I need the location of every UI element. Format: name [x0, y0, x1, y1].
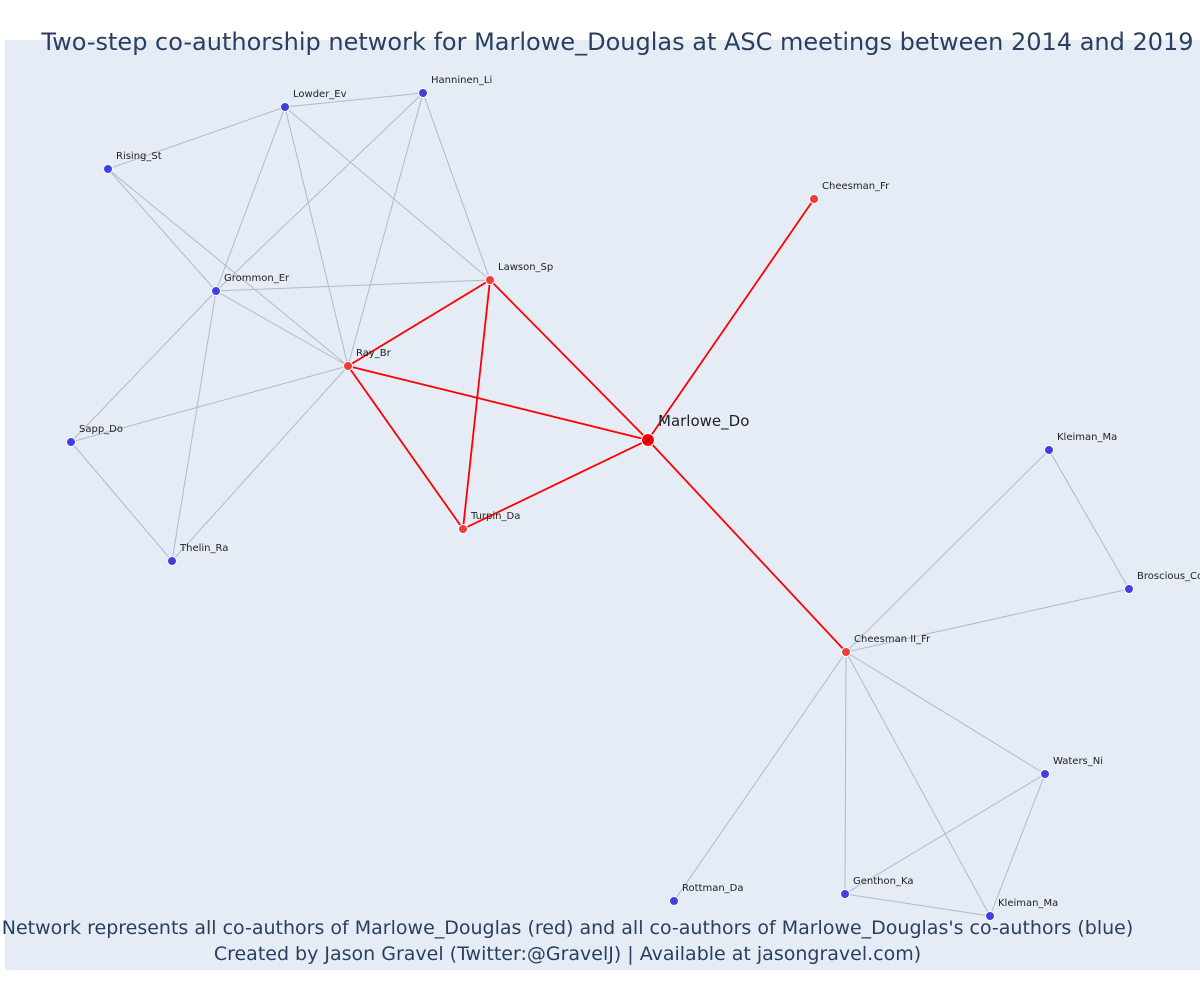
node-layer: [66, 88, 1134, 921]
edge-lowder-lawson: [284, 106, 491, 281]
edge-cheesman_ii-kleiman_top: [845, 449, 1050, 653]
node-label-cheesman_fr: Cheesman_Fr: [822, 181, 890, 192]
edge-kleiman_top-broscious: [1048, 449, 1130, 590]
node-label-genthon: Genthon_Ka: [853, 876, 913, 887]
edge-marlowe-ray: [347, 365, 649, 441]
edge-rising-grommon: [107, 168, 217, 292]
edge-lowder-ray: [284, 106, 349, 367]
node-ray[interactable]: [343, 361, 353, 371]
label-layer: Marlowe_Do Cheesman_Fr Lawson_Sp Ray_Br Turp…: [79, 75, 1200, 909]
caption-credit: Created by Jason Gravel (Twitter:@Gravel…: [213, 943, 922, 965]
node-genthon[interactable]: [840, 889, 850, 899]
node-broscious[interactable]: [1124, 584, 1134, 594]
node-label-hanninen: Hanninen_Li: [431, 75, 492, 86]
edge-hanninen-lawson: [422, 92, 491, 281]
edge-marlowe-turpin: [462, 439, 649, 530]
node-sapp[interactable]: [66, 437, 76, 447]
edge-waters-genthon: [844, 773, 1046, 895]
plot-background: [5, 40, 1200, 970]
edge-lawson-turpin: [462, 279, 491, 530]
node-rising[interactable]: [103, 164, 113, 174]
edge-thelin-ray: [171, 365, 349, 562]
node-label-lawson: Lawson_Sp: [498, 262, 553, 273]
edge-marlowe-cheesman_ii: [647, 439, 847, 653]
node-label-thelin: Thelin_Ra: [179, 543, 228, 554]
edge-grommon-ray: [215, 290, 349, 367]
edge-ray-lawson: [347, 279, 491, 367]
node-turpin[interactable]: [458, 524, 468, 534]
edge-waters-kleiman_bottom: [989, 773, 1046, 917]
node-label-turpin: Turpin_Da: [470, 511, 520, 522]
edge-cheesman_ii-genthon: [844, 651, 847, 895]
focal-node-marker: [644, 436, 652, 444]
node-label-sapp: Sapp_Do: [79, 424, 123, 435]
node-grommon[interactable]: [211, 286, 221, 296]
edge-marlowe-cheesman_fr: [647, 198, 815, 441]
edge-cheesman_ii-rottman: [673, 651, 847, 902]
edge-lowder-hanninen: [284, 92, 424, 108]
node-lawson[interactable]: [485, 275, 495, 285]
node-label-ray: Ray_Br: [356, 348, 392, 359]
node-label-waters: Waters_Ni: [1053, 756, 1103, 767]
edge-cheesman_ii-broscious: [845, 588, 1130, 653]
node-label-kleiman_top: Kleiman_Ma: [1057, 432, 1117, 443]
edge-grommon-thelin: [171, 290, 217, 562]
node-label-lowder: Lowder_Ev: [293, 89, 347, 100]
node-rottman[interactable]: [669, 896, 679, 906]
edge-grommon-lawson: [215, 279, 491, 292]
node-cheesman_fr[interactable]: [809, 194, 819, 204]
edge-lowder-grommon: [215, 106, 286, 292]
edge-sapp-ray: [70, 365, 349, 443]
node-cheesman_ii[interactable]: [841, 647, 851, 657]
edge-lowder-rising: [107, 106, 286, 170]
edge-cheesman_ii-waters: [845, 651, 1046, 775]
node-waters[interactable]: [1040, 769, 1050, 779]
edge-sapp-thelin: [70, 441, 173, 562]
caption-legend: Network represents all co-authors of Mar…: [1, 917, 1134, 939]
edge-cheesman_ii-kleiman_bottom: [845, 651, 991, 917]
node-label-broscious: Broscious_Cc: [1137, 571, 1200, 582]
node-label-kleiman_bottom: Kleiman_Ma: [998, 898, 1058, 909]
edge-ray-turpin: [347, 365, 464, 530]
edge-marlowe-lawson: [489, 279, 649, 441]
node-label-rottman: Rottman_Da: [682, 883, 744, 894]
chart-title: Two-step co-authorship network for Marlo…: [41, 28, 1194, 56]
node-label-cheesman_ii: Cheesman II_Fr: [854, 634, 931, 645]
edge-hanninen-grommon: [215, 92, 424, 292]
node-label-marlowe: Marlowe_Do: [658, 412, 749, 431]
edge-grommon-sapp: [70, 290, 217, 443]
edge-rising-ray: [107, 168, 349, 367]
node-hanninen[interactable]: [418, 88, 428, 98]
node-kleiman_bottom[interactable]: [985, 911, 995, 921]
node-lowder[interactable]: [280, 102, 290, 112]
node-label-rising: Rising_St: [116, 151, 162, 162]
node-label-grommon: Grommon_Er: [224, 273, 290, 284]
edge-hanninen-ray: [347, 92, 424, 367]
edge-genthon-kleiman_bottom: [844, 893, 991, 917]
node-kleiman_top[interactable]: [1044, 445, 1054, 455]
node-thelin[interactable]: [167, 556, 177, 566]
edge-layer: [70, 92, 1130, 917]
